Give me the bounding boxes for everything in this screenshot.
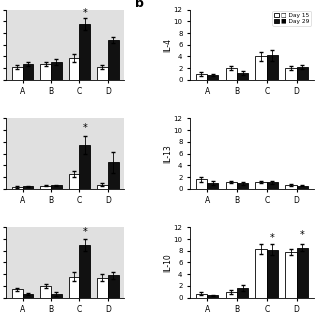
Text: *: * <box>270 233 275 243</box>
Bar <box>51 62 62 80</box>
Bar <box>12 67 22 80</box>
Bar <box>285 252 297 298</box>
Bar <box>255 249 267 298</box>
Bar <box>226 68 237 80</box>
Bar <box>68 174 79 189</box>
Bar <box>285 185 297 189</box>
Bar <box>267 182 278 189</box>
Text: *: * <box>82 8 87 18</box>
Text: *: * <box>82 123 87 133</box>
Bar <box>68 276 79 298</box>
Bar <box>40 64 51 80</box>
Bar <box>12 187 22 189</box>
Text: b: b <box>135 0 144 10</box>
Bar <box>51 185 62 189</box>
Bar <box>22 186 33 189</box>
Bar <box>237 183 248 189</box>
Bar <box>267 250 278 298</box>
Y-axis label: IL-4: IL-4 <box>163 38 172 52</box>
Bar <box>207 183 219 189</box>
Bar <box>22 294 33 298</box>
Bar <box>108 40 119 80</box>
Bar <box>267 55 278 80</box>
Y-axis label: IL-13: IL-13 <box>163 144 172 163</box>
Bar <box>108 162 119 189</box>
Bar <box>22 64 33 80</box>
Bar <box>12 289 22 298</box>
Bar <box>226 182 237 189</box>
Bar <box>196 179 207 189</box>
Bar <box>237 73 248 80</box>
Text: *: * <box>300 230 305 240</box>
Bar <box>285 68 297 80</box>
Bar <box>207 295 219 298</box>
Bar <box>79 245 90 298</box>
Bar <box>237 288 248 298</box>
Bar <box>68 58 79 80</box>
Bar <box>51 294 62 298</box>
Bar <box>97 185 108 189</box>
Bar <box>196 74 207 80</box>
Bar <box>97 67 108 80</box>
Bar <box>97 278 108 298</box>
Bar <box>40 286 51 298</box>
Bar <box>297 67 308 80</box>
Y-axis label: IL-10: IL-10 <box>163 253 172 272</box>
Bar <box>255 56 267 80</box>
Bar <box>79 145 90 189</box>
Bar <box>108 275 119 298</box>
Bar <box>255 182 267 189</box>
Bar <box>79 24 90 80</box>
Bar <box>226 292 237 298</box>
Text: *: * <box>82 227 87 237</box>
Bar <box>297 186 308 189</box>
Legend: □ Day 15, ■ Day 29: □ Day 15, ■ Day 29 <box>272 11 311 26</box>
Bar <box>196 293 207 298</box>
Bar <box>207 75 219 80</box>
Bar <box>297 248 308 298</box>
Bar <box>40 186 51 189</box>
